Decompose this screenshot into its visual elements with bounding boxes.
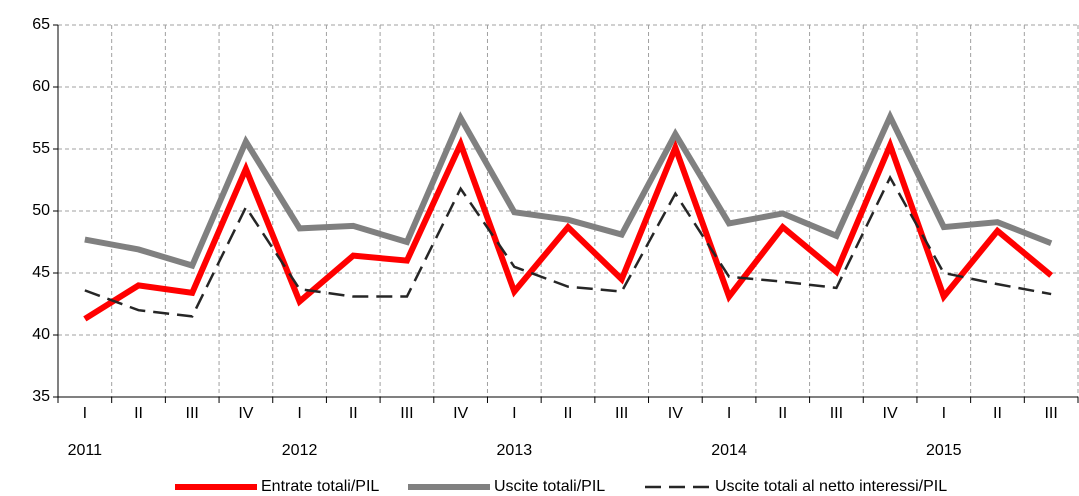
x-tick-label: II	[349, 405, 358, 422]
year-label: 2015	[926, 442, 962, 459]
x-tick-label: III	[400, 405, 413, 422]
x-tick-label: I	[512, 405, 516, 422]
y-tick-label: 45	[32, 264, 50, 281]
x-tick-label: II	[134, 405, 143, 422]
y-tick-label: 60	[32, 78, 50, 95]
year-label: 2012	[282, 442, 318, 459]
x-tick-label: III	[186, 405, 199, 422]
y-tick-label: 35	[32, 388, 50, 405]
y-tick-label: 55	[32, 140, 50, 157]
y-tick-label: 50	[32, 202, 50, 219]
year-label: 2013	[497, 442, 533, 459]
x-tick-label: I	[727, 405, 731, 422]
x-tick-label: IV	[668, 405, 683, 422]
legend-label: Uscite totali al netto interessi/PIL	[715, 478, 947, 495]
year-label: 2011	[68, 442, 103, 459]
x-tick-label: II	[778, 405, 787, 422]
x-tick-label: IV	[453, 405, 468, 422]
year-label: 2014	[711, 442, 747, 459]
series-line	[84, 109, 1053, 270]
legend-label: Uscite totali/PIL	[494, 478, 605, 495]
x-tick-label: I	[942, 405, 946, 422]
x-tick-label: III	[830, 405, 843, 422]
x-tick-label: III	[615, 405, 628, 422]
legend-label: Entrate totali/PIL	[261, 478, 379, 495]
x-tick-label: II	[993, 405, 1002, 422]
series-line	[83, 136, 1054, 322]
x-tick-label: III	[1044, 405, 1057, 422]
x-tick-label: IV	[883, 405, 898, 422]
y-tick-label: 65	[32, 16, 50, 33]
x-tick-label: IV	[238, 405, 253, 422]
x-tick-label: II	[564, 405, 573, 422]
series-line	[84, 174, 1052, 318]
x-tick-label: I	[297, 405, 301, 422]
y-tick-label: 40	[32, 326, 50, 343]
x-tick-label: I	[83, 405, 87, 422]
